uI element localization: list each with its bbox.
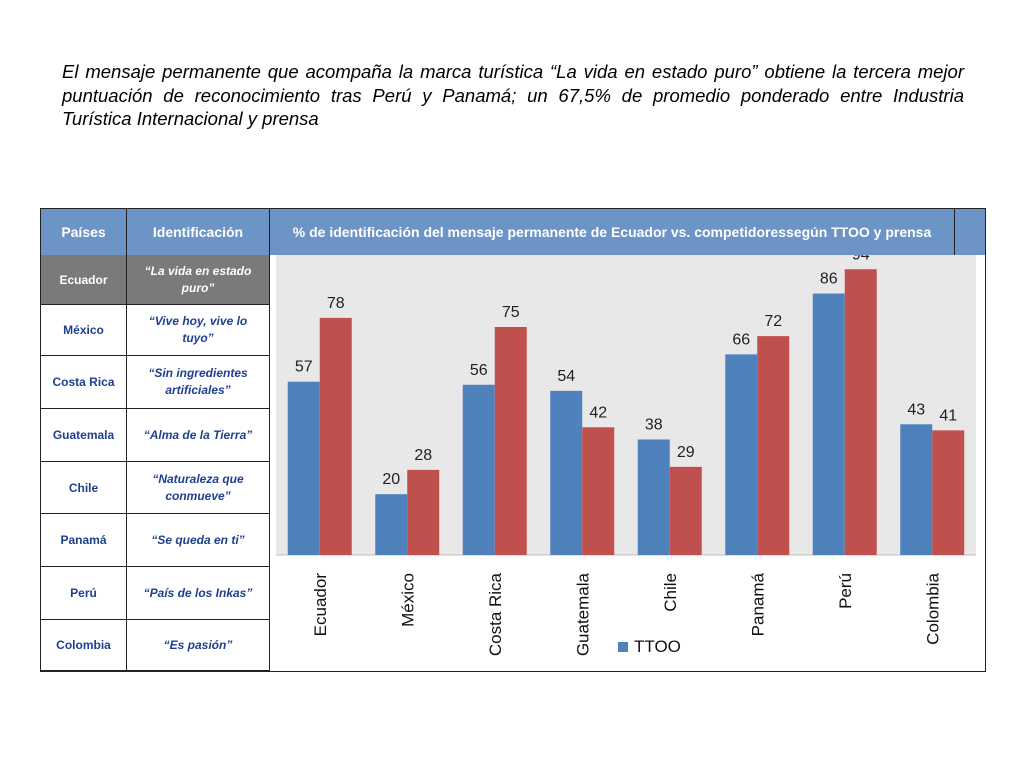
bar-series2 [407, 469, 440, 555]
data-label: 72 [764, 313, 782, 330]
category-tick-label: Perú [836, 573, 855, 609]
chart-header: % de identificación del mensaje permanen… [270, 209, 954, 255]
bar-series2 [757, 336, 790, 555]
data-label: 28 [414, 447, 432, 464]
bar-ttoo [900, 424, 933, 555]
table-row-country: Costa Rica [41, 356, 127, 409]
data-label: 78 [327, 295, 345, 312]
data-label: 94 [852, 255, 870, 263]
header-identification: Identificación [127, 209, 270, 255]
bar-series2 [494, 327, 527, 555]
bar-series2 [932, 430, 965, 555]
data-label: 75 [502, 304, 520, 321]
table-row-country: México [41, 305, 127, 356]
table-row-slogan: “Se queda en ti” [127, 514, 270, 567]
data-label: 57 [295, 359, 313, 376]
data-label: 20 [382, 471, 400, 488]
bar-chart-svg: 57 78 Ecuador 20 28 México 56 75 Costa Rica 54 42 G… [276, 246, 976, 656]
bar-series2 [582, 427, 615, 555]
category-tick-label: Guatemala [573, 572, 592, 656]
bar-ttoo [637, 439, 670, 555]
table-row-slogan: “País de los Inkas” [127, 567, 270, 620]
category-tick-label: Panamá [748, 572, 767, 636]
data-label: 54 [557, 368, 575, 385]
table-row-country: Colombia [41, 620, 127, 671]
table-frame [40, 208, 986, 672]
bar-ttoo [462, 384, 495, 555]
table-row-slogan: “Sin ingredientes artificiales” [127, 356, 270, 409]
bar-ttoo [725, 354, 758, 555]
chart-header-line1: % de identificación del mensaje permanen… [292, 224, 787, 240]
table-row-country: Ecuador [41, 255, 127, 305]
data-label: 29 [677, 444, 695, 461]
data-label: 66 [732, 331, 750, 348]
table-row-slogan: “Vive hoy, vive lo tuyo” [127, 305, 270, 356]
legend-swatch-ttoo [618, 642, 628, 652]
header-countries: Países [41, 209, 127, 255]
bar-ttoo [287, 381, 320, 555]
table-row-slogan: “Es pasión” [127, 620, 270, 671]
category-tick-label: Costa Rica [486, 572, 505, 656]
category-tick-label: Chile [661, 573, 680, 612]
table-row-country: Chile [41, 462, 127, 514]
bar-ttoo [550, 390, 583, 555]
data-label: 38 [645, 416, 663, 433]
table-row-country: Perú [41, 567, 127, 620]
chart-header-corner [954, 209, 985, 255]
table-row-slogan: “Alma de la Tierra” [127, 409, 270, 462]
intro-text: El mensaje permanente que acompaña la ma… [62, 61, 964, 129]
bar-series2 [669, 466, 702, 555]
chart-header-line2: según TTOO y prensa [786, 224, 932, 240]
bar-series2 [319, 317, 352, 555]
bar-ttoo [375, 494, 408, 555]
data-label: 43 [907, 401, 925, 418]
category-tick-label: Colombia [923, 572, 942, 644]
legend-label-ttoo: TTOO [634, 637, 681, 656]
bar-ttoo [812, 293, 845, 555]
data-label: 56 [470, 362, 488, 379]
bar-chart: 57 78 Ecuador 20 28 México 56 75 Costa Rica 54 42 G… [272, 246, 985, 671]
table-row-country: Guatemala [41, 409, 127, 462]
table-row-country: Panamá [41, 514, 127, 567]
table-row-slogan: “La vida en estado puro” [127, 255, 270, 305]
data-label: 41 [939, 407, 957, 424]
data-label: 42 [589, 404, 607, 421]
bar-series2 [844, 269, 877, 555]
category-tick-label: Ecuador [311, 573, 330, 637]
data-label: 86 [820, 271, 838, 288]
category-tick-label: México [398, 573, 417, 627]
table-row-slogan: “Naturaleza que conmueve” [127, 462, 270, 514]
